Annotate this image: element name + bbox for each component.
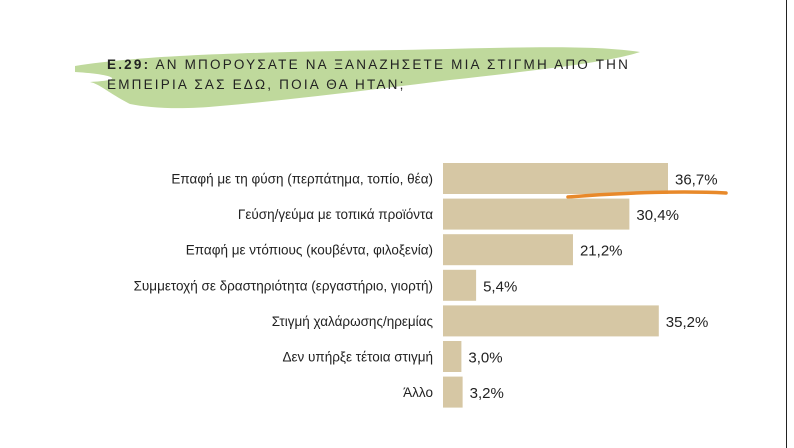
data-label: 3,0%	[468, 350, 502, 367]
bar	[443, 305, 659, 337]
question-text-line2: ΕΜΠΕΙΡΙΑ ΣΑΣ ΕΔΩ, ΠΟΙΑ ΘΑ ΗΤΑΝ;	[107, 77, 406, 92]
bar	[443, 198, 630, 230]
data-label: 21,2%	[580, 243, 623, 260]
bar	[443, 341, 462, 372]
bar	[443, 269, 477, 301]
data-label: 5,4%	[483, 278, 517, 295]
category-label: Συμμετοχή σε δραστηριότητα (εργαστήριο, …	[134, 278, 433, 293]
data-label: 35,2%	[666, 314, 709, 331]
category-label: Γεύση/γεύμα με τοπικά προϊόντα	[238, 207, 433, 222]
brush-stroke-decoration	[75, 47, 640, 109]
category-label: Επαφή με ντόπιους (κουβέντα, φιλοξενία)	[186, 243, 433, 258]
data-label: 36,7%	[675, 172, 718, 189]
category-label: Δεν υπήρξε τέτοια στιγμή	[283, 350, 434, 365]
category-label: Επαφή με τη φύση (περπάτημα, τοπίο, θέα)	[171, 172, 433, 187]
category-label: Άλλο	[403, 385, 433, 400]
category-label: Στιγμή χαλάρωσης/ηρεμίας	[272, 314, 434, 329]
bar	[443, 376, 463, 408]
bar	[443, 234, 573, 266]
data-label: 30,4%	[636, 207, 679, 224]
highlight-underline	[566, 190, 728, 199]
chart-title: Ε.29: ΑΝ ΜΠΟΡΟΥΣΑΤΕ ΝΑ ΞΑΝΑΖΗΣΕΤΕ ΜΙΑ ΣΤ…	[107, 55, 630, 95]
bar	[443, 163, 668, 194]
page-edge-line	[786, 0, 787, 448]
question-text: ΑΝ ΜΠΟΡΟΥΣΑΤΕ ΝΑ ΞΑΝΑΖΗΣΕΤΕ ΜΙΑ ΣΤΙΓΜΗ Α…	[155, 57, 631, 72]
data-label: 3,2%	[470, 385, 504, 402]
question-code: Ε.29:	[107, 57, 151, 72]
